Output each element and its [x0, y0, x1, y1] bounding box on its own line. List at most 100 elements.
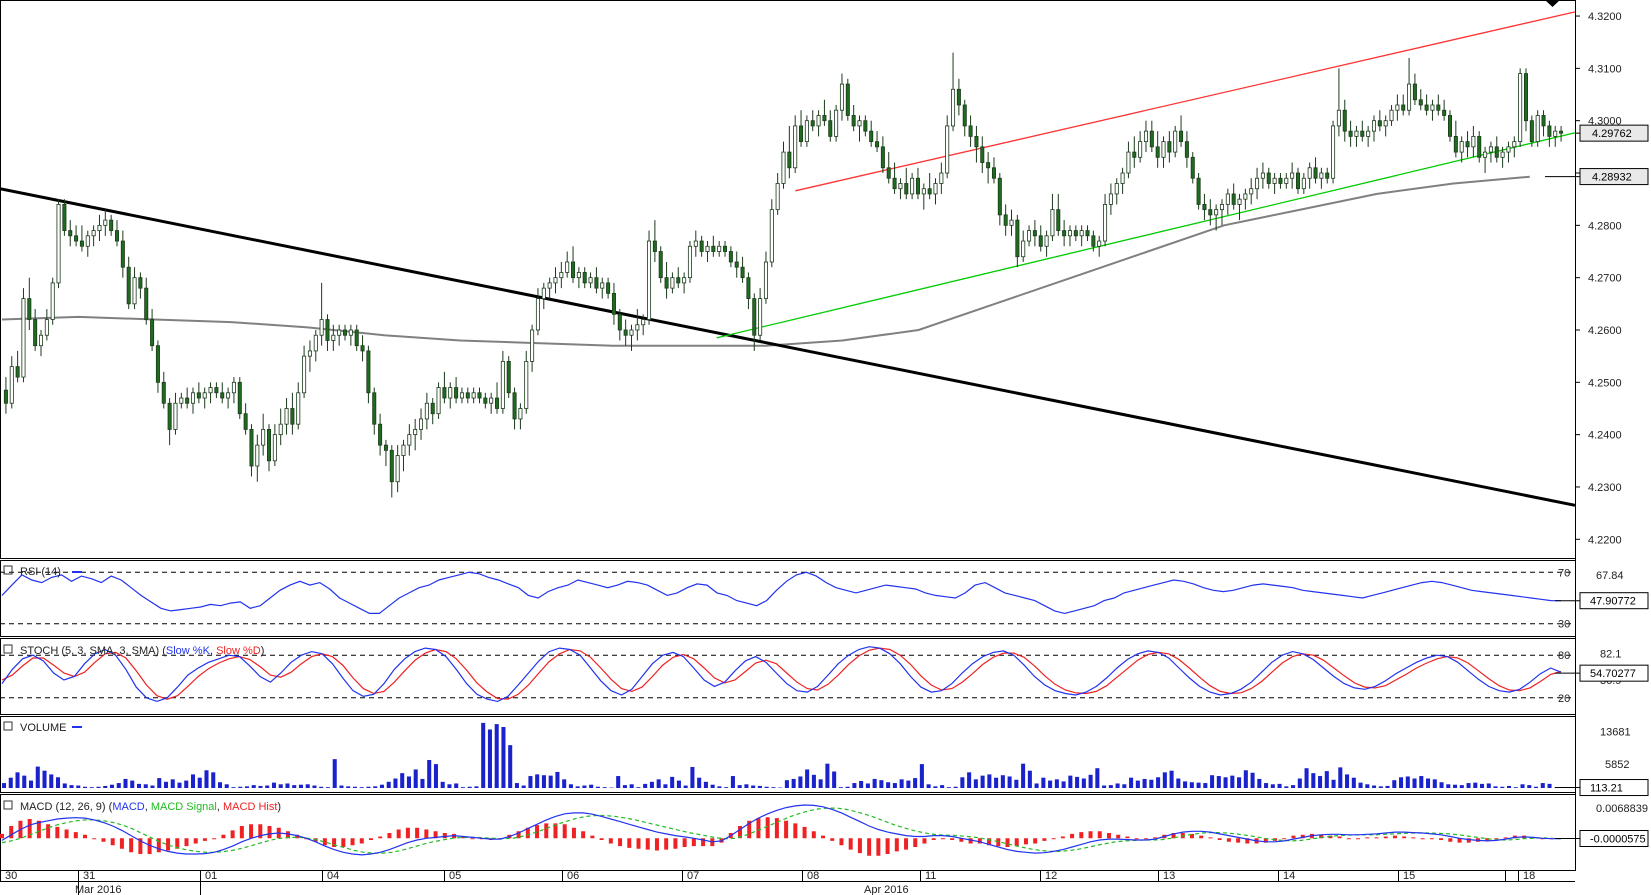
volume-bar	[1311, 773, 1316, 788]
candle-body	[535, 298, 540, 331]
grid-layer	[0, 0, 1576, 871]
volume-panel[interactable]	[2, 722, 1559, 788]
candle-body	[407, 434, 412, 446]
volume-bar	[177, 782, 182, 788]
volume-bar	[379, 784, 384, 788]
candle-body	[459, 392, 464, 399]
volume-bar	[994, 777, 999, 788]
volume-bar	[818, 779, 823, 788]
volume-bar	[1493, 786, 1498, 788]
volume-bar	[649, 781, 654, 788]
candle-body	[962, 104, 967, 127]
candle-body	[27, 298, 32, 320]
rsi-close-icon[interactable]	[3, 565, 13, 575]
candle-body	[933, 183, 938, 195]
macd-hist-bar	[119, 838, 124, 849]
volume-bar	[1345, 774, 1350, 788]
volume-bar	[892, 783, 897, 788]
candle-body	[1032, 230, 1037, 237]
volume-bar	[838, 787, 843, 788]
candle-body	[1067, 230, 1072, 237]
candle-body	[1143, 130, 1148, 143]
candle-body	[1161, 141, 1166, 158]
volume-bar	[1466, 783, 1471, 788]
candle-body	[261, 429, 266, 446]
candle-body	[1331, 125, 1336, 179]
volume-bar	[163, 781, 169, 788]
macd-hist-bar	[258, 824, 263, 839]
volume-bar	[1547, 783, 1552, 788]
volume-bar	[1297, 778, 1302, 788]
volume-bar	[278, 784, 283, 788]
volume-bar	[170, 779, 175, 788]
candle-body	[997, 177, 1002, 216]
macd-hist-bar	[1190, 833, 1195, 839]
macd-hist-bar	[581, 831, 586, 839]
candle-body	[693, 240, 698, 247]
volume-bar	[919, 764, 924, 788]
candle-body	[927, 188, 932, 195]
volume-bar	[697, 777, 702, 788]
macd-hist-bar	[553, 823, 558, 839]
candle-body	[588, 277, 593, 284]
macd-panel[interactable]	[0, 804, 1562, 856]
candle-body	[769, 209, 774, 263]
candle-body	[1015, 219, 1020, 258]
macd-close-icon[interactable]	[3, 800, 13, 810]
candle-body	[886, 167, 891, 179]
stoch-panel[interactable]: 80 20	[0, 646, 1575, 705]
volume-bar	[859, 780, 864, 788]
macd-hist-bar	[1208, 837, 1213, 839]
macd-hist-bar	[1005, 838, 1010, 847]
macd-hist-bar	[1402, 836, 1407, 839]
candle-body	[114, 230, 120, 242]
candle-body	[652, 240, 657, 252]
stoch-close-icon[interactable]	[3, 644, 13, 654]
macd-hist-bar	[387, 833, 392, 839]
candle-body	[1173, 130, 1178, 153]
scroll-marker-icon[interactable]	[1545, 0, 1560, 7]
volume-bar	[1075, 776, 1080, 788]
volume-bar	[82, 786, 88, 788]
volume-bar	[346, 786, 351, 788]
macd-hist-bar	[27, 819, 32, 839]
volume-bar	[832, 771, 837, 788]
stoch-last-value: 54.70277	[1590, 668, 1636, 680]
volume-bar	[62, 783, 67, 788]
volume-bar	[1473, 782, 1478, 788]
volume-bar	[204, 770, 209, 788]
volume-bar	[1021, 763, 1026, 788]
volume-bar	[1142, 778, 1147, 788]
candle-body	[1266, 172, 1271, 184]
candle-body	[512, 392, 517, 420]
macd-hist-bar	[36, 820, 41, 839]
volume-bar	[973, 779, 978, 788]
rsi-panel[interactable]: 70 30	[0, 567, 1575, 631]
candle-body	[915, 177, 920, 195]
volume-bar	[940, 785, 945, 788]
volume-bar	[1331, 779, 1336, 788]
volume-bar	[595, 786, 600, 788]
macd-hist-bar	[627, 838, 632, 848]
axis-layer: 4.32004.31004.30004.29004.28004.27004.26…	[0, 11, 1649, 895]
candle-body	[910, 177, 915, 195]
price-panel[interactable]	[0, 0, 1576, 507]
candle-body	[1132, 151, 1137, 158]
macd-hist-bar	[378, 836, 383, 839]
macd-hist-bar	[1088, 831, 1093, 839]
volume-bar	[460, 787, 465, 788]
volume-close-icon[interactable]	[3, 721, 13, 731]
volume-bar	[886, 782, 891, 788]
volume-bar	[1405, 776, 1410, 788]
candle-body	[85, 235, 90, 247]
candle-body	[1021, 240, 1026, 258]
candle-body	[606, 282, 611, 294]
x-tick-label: 12	[1045, 870, 1057, 882]
volume-bar	[521, 785, 526, 788]
stoch-legend-k: Slow %K	[166, 645, 211, 657]
volume-bar	[1527, 785, 1532, 788]
candle-body	[1056, 209, 1061, 231]
volume-bar	[555, 771, 560, 788]
volume-bar	[946, 787, 951, 788]
